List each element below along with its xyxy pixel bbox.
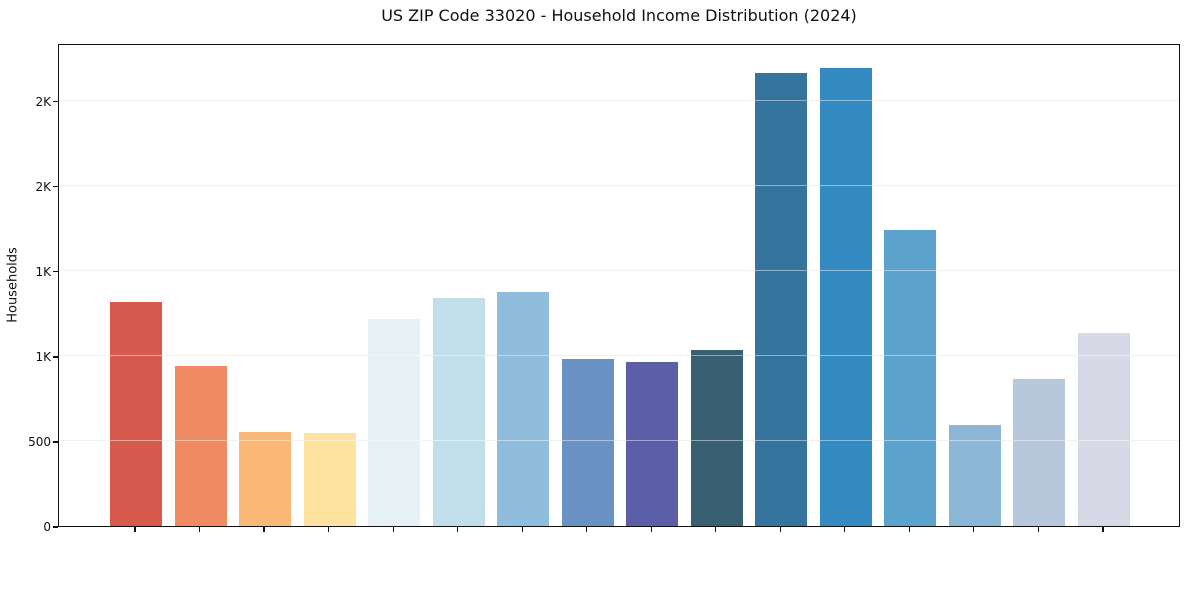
- bar: [561, 359, 614, 526]
- bar: [1077, 332, 1130, 526]
- bar: [884, 230, 937, 526]
- plot-area: [58, 44, 1180, 527]
- gridline: [59, 185, 1179, 187]
- bar: [174, 366, 227, 526]
- y-tick-mark: [53, 271, 58, 273]
- y-tick-mark: [53, 526, 58, 528]
- y-tick-label: 2K: [35, 94, 51, 109]
- bar: [626, 361, 679, 526]
- gridline-overlay: [59, 270, 1179, 272]
- x-tick-mark: [521, 527, 523, 532]
- x-tick-mark: [844, 527, 846, 532]
- gridline-overlay: [59, 185, 1179, 187]
- x-tick-mark: [134, 527, 136, 532]
- bar: [948, 424, 1001, 526]
- gridline: [59, 100, 1179, 102]
- x-tick-mark: [263, 527, 265, 532]
- gridline-overlay: [59, 355, 1179, 357]
- y-tick-label: 1K: [35, 264, 51, 279]
- x-tick-mark: [198, 527, 201, 532]
- x-tick-mark: [457, 527, 459, 532]
- bar: [303, 433, 356, 526]
- y-tick-label: 500: [28, 434, 51, 449]
- bar: [368, 319, 421, 526]
- y-tick-mark: [53, 441, 58, 443]
- bar: [432, 298, 485, 526]
- y-tick-mark: [53, 101, 58, 103]
- bar: [755, 72, 808, 526]
- bar: [110, 302, 162, 526]
- gridline: [59, 355, 1179, 357]
- x-tick-mark: [1037, 527, 1039, 532]
- x-tick-mark: [779, 527, 781, 532]
- x-tick-mark: [327, 527, 330, 532]
- bar: [690, 349, 743, 526]
- y-tick-label: 1K: [35, 349, 51, 364]
- x-tick-mark: [586, 527, 588, 532]
- x-tick-mark: [908, 527, 910, 532]
- x-tick-mark: [715, 527, 717, 532]
- y-axis-label: Households: [5, 247, 21, 323]
- bar: [239, 432, 292, 526]
- y-tick-label: 0: [43, 520, 51, 534]
- x-tick-mark: [1102, 527, 1104, 532]
- gridline-overlay: [59, 440, 1179, 442]
- bar: [819, 67, 872, 526]
- x-tick-mark: [650, 527, 652, 532]
- bar: [497, 292, 550, 526]
- x-tick-mark: [392, 527, 394, 532]
- y-tick-mark: [53, 356, 58, 358]
- y-tick-label: 2K: [35, 179, 51, 194]
- chart-title: US ZIP Code 33020 - Household Income Dis…: [381, 6, 857, 25]
- gridline-overlay: [59, 100, 1179, 102]
- gridline: [59, 270, 1179, 272]
- gridline: [59, 440, 1179, 442]
- y-tick-mark: [53, 186, 58, 188]
- x-tick-mark: [973, 527, 975, 532]
- bar: [1013, 378, 1066, 526]
